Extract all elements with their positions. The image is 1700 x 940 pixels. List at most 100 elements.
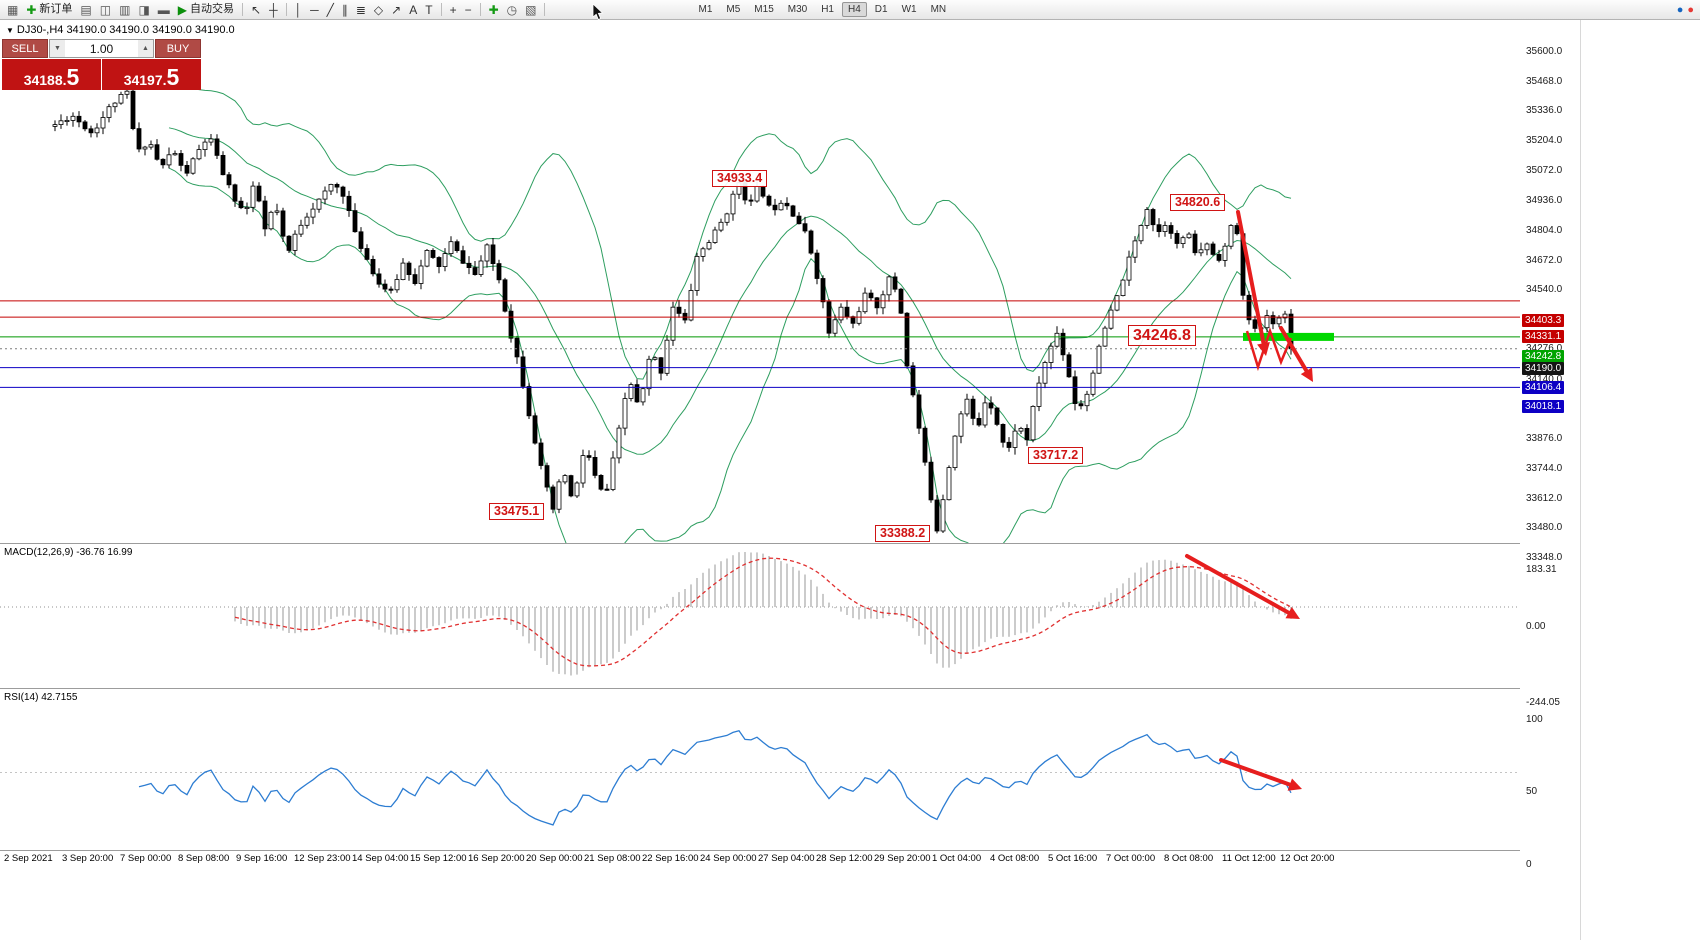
zoom-in-icon[interactable]: +: [449, 2, 457, 17]
candle: [568, 475, 574, 497]
template-icon[interactable]: ▧: [525, 2, 537, 17]
candle: [472, 267, 478, 276]
text-tool-icon[interactable]: A: [409, 2, 418, 17]
shapes-icon[interactable]: ◇: [373, 2, 384, 17]
market-watch-icon[interactable]: ◫: [99, 2, 112, 17]
candle: [160, 158, 166, 166]
panel-separator[interactable]: [0, 850, 1580, 851]
one-click-expand-icon[interactable]: ▼: [6, 26, 14, 35]
chart-plot-area[interactable]: [0, 20, 1520, 868]
candle: [172, 153, 178, 156]
buy-price-button[interactable]: 34197. 5: [102, 59, 201, 90]
vertical-line-icon[interactable]: │: [294, 2, 303, 17]
horizontal-line-icon[interactable]: ─: [310, 2, 319, 17]
candle: [688, 290, 694, 321]
timeframe-button-m5[interactable]: M5: [726, 4, 741, 15]
time-scale[interactable]: 2 Sep 2021 3 Sep 20:00 7 Sep 00:00 8 Sep 08…: [0, 850, 1580, 872]
candle: [952, 435, 958, 469]
candle: [1018, 427, 1024, 432]
candle: [1120, 279, 1126, 297]
trend-arrow[interactable]: [1279, 326, 1313, 382]
time-label: 8 Sep 08:00: [178, 853, 230, 864]
trend-arrow[interactable]: [1236, 210, 1270, 356]
channel-icon[interactable]: ∥: [341, 2, 348, 17]
price-annotation[interactable]: 34246.8: [1128, 325, 1196, 346]
price-annotation[interactable]: 34933.4: [712, 170, 768, 187]
timeframe-button-w1[interactable]: W1: [901, 4, 917, 15]
volume-up-button[interactable]: ▲: [138, 40, 153, 57]
timeframe-button-m30[interactable]: M30: [787, 4, 808, 15]
volume-down-button[interactable]: ▼: [50, 40, 65, 57]
zoom-out-icon[interactable]: −: [464, 2, 472, 17]
candle: [232, 184, 238, 202]
candle: [340, 186, 346, 197]
candle: [664, 339, 670, 374]
toolbar-separator: [479, 3, 481, 16]
volume-control: ▼ 1.00 ▲: [49, 39, 154, 58]
candle: [268, 211, 274, 230]
candle: [772, 204, 778, 211]
candle: [250, 185, 256, 208]
new-chart-icon[interactable]: ▦: [7, 2, 19, 17]
autotrade-icon[interactable]: ▶ 自动交易: [177, 2, 235, 17]
indicator-scale-tick: 183.31: [1526, 564, 1557, 575]
price-annotation[interactable]: 34820.6: [1170, 194, 1226, 211]
time-label: 29 Sep 20:00: [874, 853, 931, 864]
candle: [208, 138, 214, 143]
label-tool-icon[interactable]: T: [425, 2, 433, 17]
alert-icon[interactable]: ●: [1687, 3, 1694, 16]
price-annotation[interactable]: 33717.2: [1028, 447, 1084, 464]
buy-button[interactable]: BUY: [155, 39, 201, 58]
panel-separator[interactable]: [0, 543, 1580, 544]
candle: [718, 221, 724, 231]
timeframe-button-d1[interactable]: D1: [874, 4, 888, 15]
timeframe-button-h4[interactable]: H4: [842, 2, 867, 17]
candle: [94, 127, 100, 134]
crosshair-icon[interactable]: ┼: [269, 2, 278, 17]
candle: [820, 278, 826, 303]
candle: [76, 115, 82, 123]
candles: [52, 84, 1294, 534]
panel-separator[interactable]: [0, 688, 1580, 689]
navigator-icon[interactable]: ◨: [138, 2, 150, 17]
cursor-tool-icon[interactable]: ↖: [251, 2, 262, 17]
profiles-icon[interactable]: ▤: [80, 2, 92, 17]
timeframe-button-m15[interactable]: M15: [754, 4, 774, 15]
period-icon[interactable]: ◷: [506, 2, 518, 17]
candle: [1090, 372, 1096, 395]
price-annotation[interactable]: 33388.2: [875, 525, 931, 542]
trend-arrow[interactable]: [1185, 554, 1300, 619]
new-order-icon[interactable]: ✚ 新订单: [26, 2, 73, 17]
community-icon[interactable]: ●: [1676, 3, 1684, 16]
candle: [106, 106, 112, 118]
candle: [484, 244, 490, 262]
candle: [274, 210, 280, 213]
candle: [400, 262, 406, 281]
macd-signal-line: [234, 557, 1292, 667]
price-annotation[interactable]: 33475.1: [489, 503, 545, 520]
candle: [388, 288, 394, 291]
price-tick: 35336.0: [1526, 105, 1563, 116]
candle: [466, 262, 472, 268]
candle: [1204, 243, 1210, 251]
data-window-icon[interactable]: ▥: [119, 2, 131, 17]
candle: [640, 388, 646, 403]
candle: [988, 402, 994, 409]
trend-arrow[interactable]: [1219, 758, 1302, 791]
price-tick: 35204.0: [1526, 135, 1563, 146]
indicators-add-icon[interactable]: ✚: [488, 2, 499, 17]
fibonacci-icon[interactable]: ≣: [355, 2, 366, 17]
sell-price-button[interactable]: 34188. 5: [2, 59, 101, 90]
sell-button[interactable]: SELL: [2, 39, 48, 58]
zigzag-annotation[interactable]: [1245, 327, 1293, 372]
volume-input[interactable]: 1.00: [89, 41, 114, 56]
price-tick: 35072.0: [1526, 165, 1563, 176]
arrow-tool-icon[interactable]: ↗: [391, 2, 402, 17]
timeframe-button-h1[interactable]: H1: [821, 4, 834, 15]
trendline-icon[interactable]: ╱: [326, 2, 334, 17]
candle: [598, 474, 604, 490]
timeframe-button-mn[interactable]: MN: [930, 4, 947, 15]
terminal-icon[interactable]: ▬: [157, 2, 170, 17]
timeframe-button-m1[interactable]: M1: [698, 4, 713, 15]
price-scale[interactable]: 35600.0 35468.0 35336.0 35204.0 35072.0 34936…: [1520, 20, 1580, 870]
